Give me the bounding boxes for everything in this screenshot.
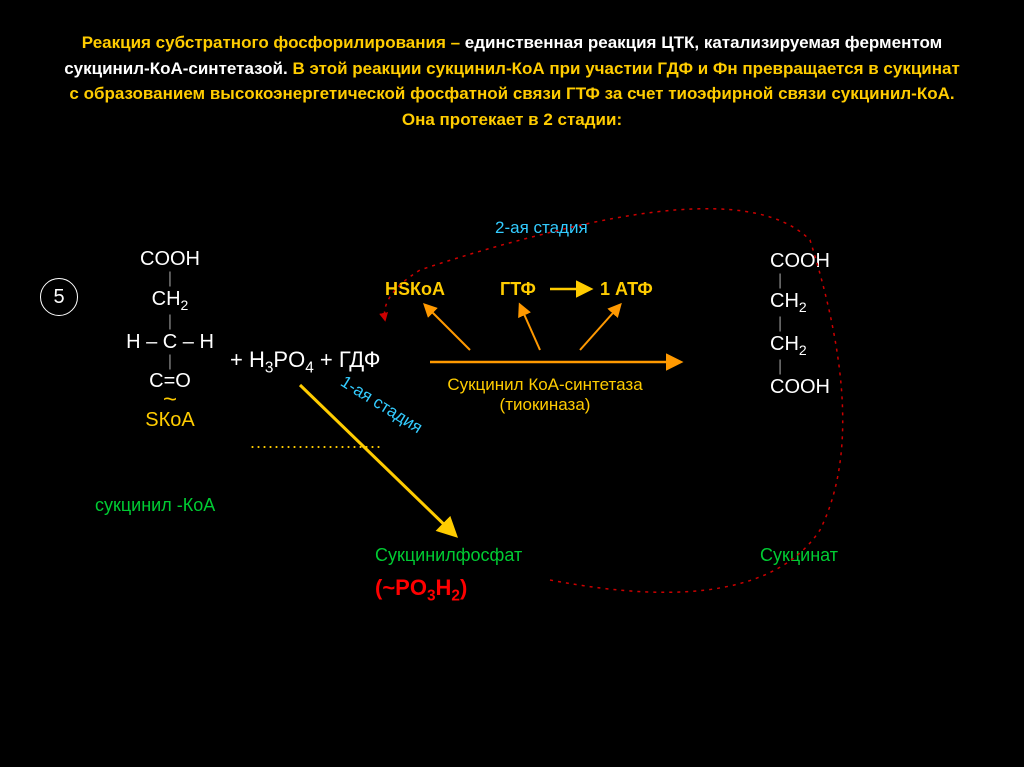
succinyl-l3: H – C – H [110,331,230,353]
succinate-l1: COOH [770,250,860,272]
bond: | [110,353,230,371]
succinyl-l5: SКоА [110,409,230,431]
hskoa-arrow [425,305,470,350]
enzyme-line2: (тиокиназа) [420,395,670,415]
succinate-l2: CH2 [770,290,860,315]
bond: | [770,315,860,333]
dots-line: ...................... [250,432,382,453]
gtp-label: ГТФ [500,279,536,300]
succinyl-phosphate-formula: (~PO3H2) [375,575,467,605]
succinyl-phosphate-name: Сукцинилфосфат [375,545,522,566]
atp-arrow [580,305,620,350]
bond: | [770,272,860,290]
bond: | [770,358,860,376]
succinyl-l2: CH2 [110,288,230,313]
bond: | [110,270,230,288]
step-number-circle: 5 [40,278,78,316]
enzyme-line1: Сукцинил КоА-синтетаза [420,375,670,395]
stage2-label: 2-ая стадия [495,218,588,238]
step-number: 5 [53,286,64,309]
hskoa-label: HSКоА [385,279,445,300]
succinyl-coa-structure: COOH | CH2 | H – C – H | C=O ~ SКоА [110,248,230,431]
header-part1: Реакция субстратного фосфорилирования – [82,33,465,52]
succinyl-coa-name: сукцинил -КоА [95,495,215,516]
succinate-structure: COOH | CH2 | CH2 | COOH [770,250,860,398]
succinate-name: Сукцинат [760,545,838,566]
succinate-l4: COOH [770,376,860,398]
slide-header: Реакция субстратного фосфорилирования – … [0,0,1024,142]
succinate-l3: CH2 [770,333,860,358]
bond: | [110,313,230,331]
atp-label: 1 АТФ [600,279,653,300]
tilde-bond: ~ [110,392,230,409]
stage1-label: 1-ая стадия [337,372,426,438]
enzyme-block: Сукцинил КоА-синтетаза (тиокиназа) [420,375,670,415]
reactants: + H3PO4 + ГДФ [230,348,380,377]
succinyl-l1: COOH [110,248,230,270]
gtp-up-arrow [520,305,540,350]
